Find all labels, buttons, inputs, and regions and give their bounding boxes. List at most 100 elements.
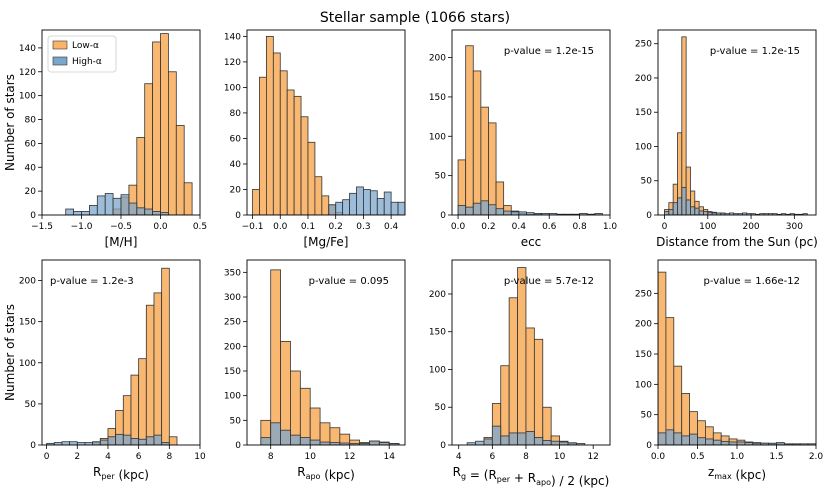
x-tick-label: 10 bbox=[194, 452, 206, 462]
high-alpha-bar bbox=[99, 439, 109, 445]
p-value-annotation: p-value = 0.095 bbox=[309, 276, 389, 287]
low-alpha-bar bbox=[321, 195, 330, 215]
plot-frame bbox=[451, 259, 611, 446]
high-alpha-bar bbox=[349, 192, 357, 215]
low-alpha-bar bbox=[144, 83, 153, 215]
y-tick-label: 0 bbox=[646, 211, 652, 221]
y-tick-label: 50 bbox=[641, 411, 653, 421]
x-tick-label: −0.1 bbox=[242, 222, 264, 232]
y-tick-label: 250 bbox=[224, 318, 241, 328]
low-alpha-bar bbox=[130, 374, 140, 445]
y-tick-label: 120 bbox=[224, 58, 241, 68]
low-alpha-bar bbox=[259, 76, 267, 215]
high-alpha-bar bbox=[503, 210, 512, 215]
high-alpha-bar bbox=[69, 441, 78, 445]
high-alpha-bar bbox=[73, 211, 82, 215]
high-alpha-bar bbox=[665, 429, 675, 445]
low-alpha-bar bbox=[500, 365, 510, 445]
low-alpha-bar bbox=[272, 52, 281, 215]
y-tick-label: 100 bbox=[635, 380, 652, 390]
p-value-annotation: p-value = 1.2e-15 bbox=[504, 46, 594, 57]
low-alpha-bar bbox=[183, 182, 193, 215]
y-tick-label: 50 bbox=[435, 172, 447, 182]
y-tick-label: 20 bbox=[230, 185, 242, 195]
high-alpha-bar bbox=[65, 208, 74, 215]
high-alpha-bar bbox=[518, 211, 527, 215]
high-alpha-bar bbox=[92, 441, 101, 445]
y-tick-label: 150 bbox=[224, 367, 241, 377]
y-tick-label: 140 bbox=[19, 44, 36, 54]
y-tick-label: 100 bbox=[19, 92, 36, 102]
p-value-annotation: p-value = 1.66e-12 bbox=[704, 276, 801, 287]
high-alpha-bar bbox=[376, 198, 385, 215]
high-alpha-bar bbox=[309, 439, 321, 445]
low-alpha-bar bbox=[161, 267, 170, 445]
y-tick-label: 50 bbox=[641, 177, 653, 187]
x-tick-label: −1.0 bbox=[71, 222, 93, 232]
legend-label-low: Low-α bbox=[72, 41, 99, 51]
y-tick-label: 200 bbox=[429, 290, 446, 300]
high-alpha-bar bbox=[115, 433, 124, 445]
bars bbox=[658, 271, 816, 445]
y-tick-label: 150 bbox=[429, 93, 446, 103]
p-value-annotation: p-value = 5.7e-12 bbox=[504, 276, 594, 287]
low-alpha-bar bbox=[175, 125, 185, 215]
x-tick-label: 0 bbox=[662, 222, 668, 232]
x-tick-label: 0.0 bbox=[451, 222, 466, 232]
plot-frame bbox=[451, 29, 611, 216]
high-alpha-bar bbox=[342, 199, 350, 215]
x-tick-label: 0.0 bbox=[153, 222, 168, 232]
panel-6: 8 10 12 14 0 50 100 150 200 250 300 350 Rapo (kpc) p-… bbox=[224, 259, 406, 482]
low-alpha-bar bbox=[495, 181, 505, 215]
x-tick-label: 0.6 bbox=[542, 222, 557, 232]
y-tick-label: 20 bbox=[25, 187, 37, 197]
high-alpha-bar bbox=[130, 438, 140, 445]
low-alpha-bar bbox=[542, 406, 552, 445]
low-alpha-bar bbox=[299, 387, 311, 445]
x-axis-label: Rapo (kpc) bbox=[297, 465, 355, 482]
high-alpha-bar bbox=[728, 441, 738, 445]
y-tick-label: 100 bbox=[19, 359, 36, 369]
p-value-annotation: p-value = 1.2e-15 bbox=[710, 46, 800, 57]
y-tick-label: 150 bbox=[635, 108, 652, 118]
plot-frame bbox=[246, 259, 406, 446]
y-tick-label: 40 bbox=[230, 160, 242, 170]
low-alpha-bar bbox=[480, 106, 489, 215]
low-alpha-bar bbox=[300, 116, 309, 215]
y-tick-label: 50 bbox=[25, 400, 37, 410]
plot-frame bbox=[246, 29, 406, 216]
p-value-annotation: p-value = 1.2e-3 bbox=[50, 276, 134, 287]
panel-4: 0 100 200 300 0 50 100 150 200 250 Distance from t… bbox=[635, 29, 818, 249]
y-tick-label: 50 bbox=[230, 416, 242, 426]
high-alpha-bar bbox=[508, 432, 518, 445]
y-tick-label: 350 bbox=[224, 268, 241, 278]
x-tick-label: 0.8 bbox=[572, 222, 587, 232]
x-tick-label: 8 bbox=[523, 452, 529, 462]
y-tick-label: 100 bbox=[429, 132, 446, 142]
y-tick-label: 200 bbox=[429, 54, 446, 64]
high-alpha-bar bbox=[488, 204, 497, 215]
bars bbox=[260, 269, 400, 445]
high-alpha-bar bbox=[559, 441, 569, 445]
bars bbox=[664, 36, 808, 215]
x-tick-label: 0.0 bbox=[273, 222, 288, 232]
high-alpha-bar bbox=[397, 201, 405, 215]
high-alpha-bar bbox=[299, 437, 311, 445]
x-tick-label: 8 bbox=[268, 452, 274, 462]
high-alpha-bar bbox=[694, 207, 700, 215]
y-tick-label: 100 bbox=[224, 83, 241, 93]
x-tick-label: 300 bbox=[786, 222, 803, 232]
high-alpha-bar bbox=[335, 201, 344, 215]
low-alpha-bar bbox=[307, 141, 316, 215]
high-alpha-bar bbox=[160, 212, 169, 215]
high-alpha-bar bbox=[533, 437, 544, 445]
high-alpha-bar bbox=[664, 211, 670, 215]
low-alpha-bar bbox=[265, 35, 274, 215]
high-alpha-bar bbox=[112, 197, 122, 215]
low-alpha-bar bbox=[153, 292, 163, 445]
y-tick-label: 300 bbox=[224, 293, 241, 303]
low-alpha-bar bbox=[508, 297, 518, 445]
y-tick-label: 80 bbox=[25, 116, 37, 126]
panel-7: 4 6 8 10 12 0 50 100 150 200 Rg = (Rper + Rapo) / … bbox=[429, 259, 611, 488]
high-alpha-bar bbox=[152, 211, 161, 215]
